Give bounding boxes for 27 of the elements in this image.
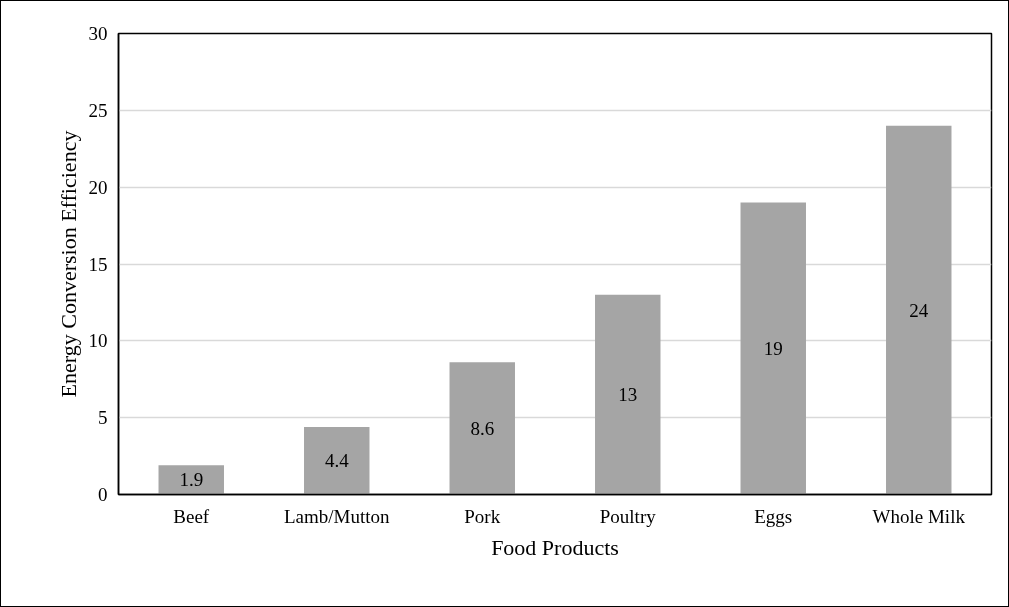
y-tick-label: 15 [88, 253, 108, 275]
y-tick-label: 25 [88, 99, 108, 121]
y-tick-label: 30 [88, 23, 108, 44]
bar [304, 426, 370, 495]
bar [158, 465, 224, 495]
x-tick-label: Lamb/Mutton [283, 505, 391, 527]
bar [449, 362, 515, 495]
data-label: 24 [909, 299, 929, 321]
y-axis-title: Energy Conversion Efficiency [55, 130, 81, 398]
x-tick-label: Eggs [754, 505, 793, 527]
data-label: 13 [618, 384, 638, 406]
bar [886, 125, 952, 495]
bar [595, 294, 661, 495]
x-tick-label: Whole Milk [872, 505, 966, 527]
y-tick-label: 10 [88, 330, 108, 352]
y-tick-label: 20 [88, 176, 108, 198]
y-tick-label: 0 [98, 484, 108, 505]
data-label: 1.9 [179, 469, 204, 491]
x-axis-title: Food Products [491, 534, 619, 560]
data-label: 19 [763, 338, 783, 360]
y-tick-label: 5 [98, 407, 108, 429]
data-label: 8.6 [470, 417, 495, 439]
data-label: 4.4 [324, 450, 350, 472]
x-tick-label: Poultry [599, 505, 657, 527]
x-tick-label: Beef [173, 505, 210, 527]
bar [740, 202, 806, 495]
x-tick-label: Pork [464, 505, 501, 527]
